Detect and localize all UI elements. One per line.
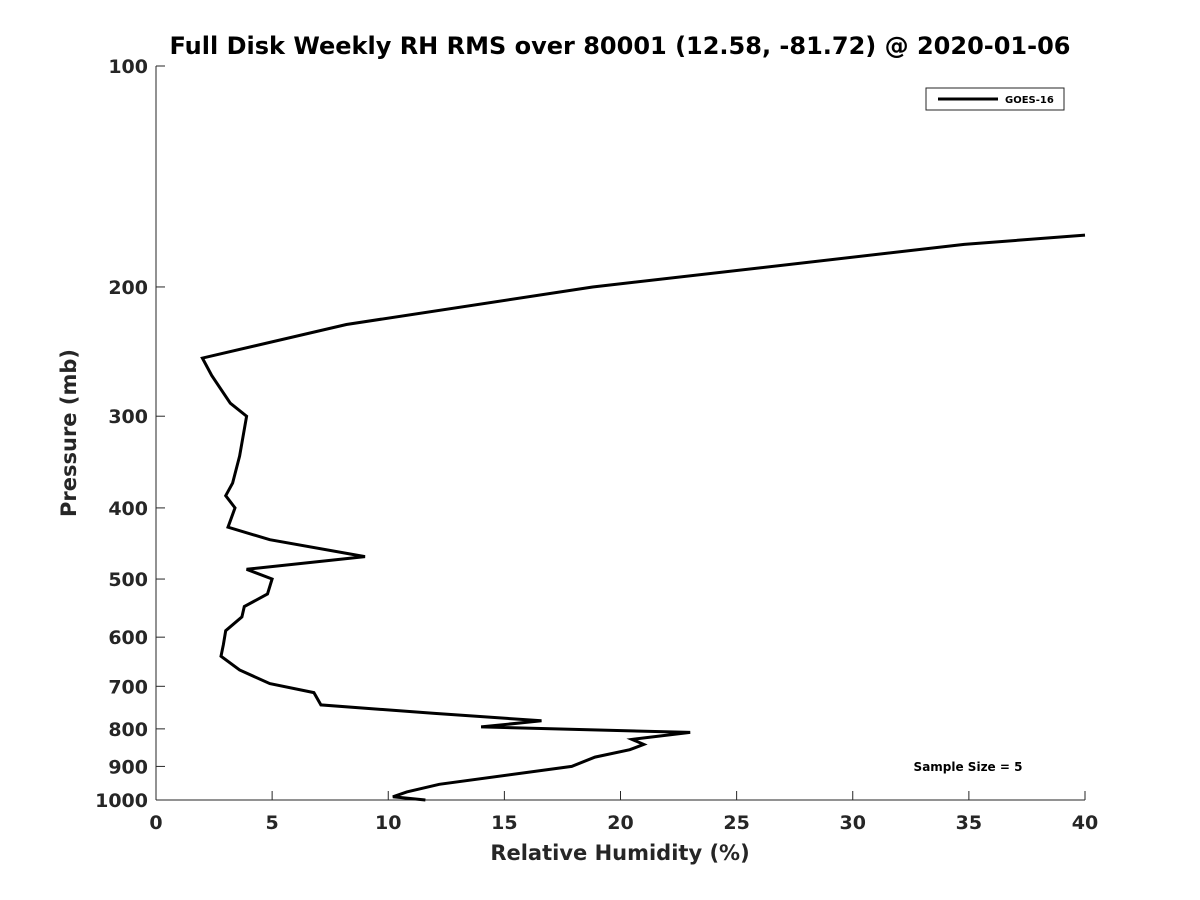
y-axis-label: Pressure (mb) xyxy=(57,349,81,517)
y-tick-label: 300 xyxy=(108,406,148,428)
x-tick-label: 15 xyxy=(491,812,517,834)
x-axis-label: Relative Humidity (%) xyxy=(490,841,749,865)
x-tick-label: 20 xyxy=(607,812,633,834)
chart-title: Full Disk Weekly RH RMS over 80001 (12.5… xyxy=(169,32,1070,60)
x-tick-label: 35 xyxy=(956,812,982,834)
legend: GOES-16 xyxy=(925,87,1065,111)
y-tick-label: 500 xyxy=(108,569,148,591)
x-tick-label: 10 xyxy=(375,812,401,834)
y-tick-label: 200 xyxy=(108,277,148,299)
x-tick-label: 40 xyxy=(1072,812,1098,834)
legend-label: GOES-16 xyxy=(1005,95,1054,106)
y-tick-label: 900 xyxy=(108,756,148,778)
series-line-goes-16 xyxy=(200,233,1086,802)
y-tick-label: 700 xyxy=(108,676,148,698)
y-tick-label: 1000 xyxy=(95,790,148,812)
x-ticks: 0 5 10 15 20 25 30 35 40 xyxy=(149,791,1098,834)
y-tick-label: 400 xyxy=(108,498,148,520)
x-tick-label: 5 xyxy=(266,812,279,834)
y-tick-label: 600 xyxy=(108,627,148,649)
y-tick-label: 800 xyxy=(108,719,148,741)
x-tick-label: 0 xyxy=(149,812,162,834)
y-tick-label: 100 xyxy=(108,56,148,78)
y-ticks: 100 200 300 400 500 600 700 800 900 1000 xyxy=(95,56,165,812)
x-tick-label: 30 xyxy=(840,812,866,834)
x-tick-label: 25 xyxy=(723,812,749,834)
sample-size-annotation: Sample Size = 5 xyxy=(914,760,1023,774)
